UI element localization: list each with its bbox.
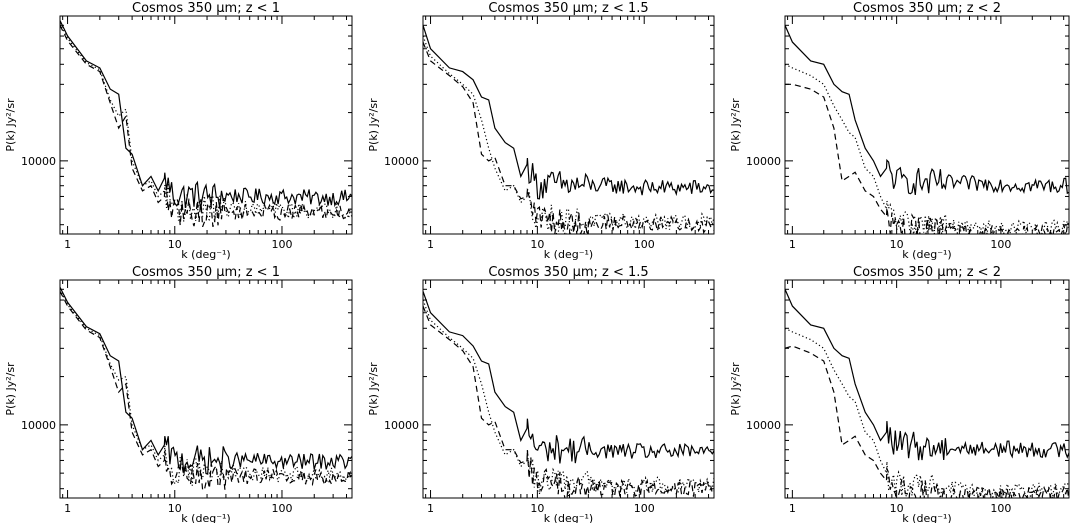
x-tick-label: 1 bbox=[427, 238, 434, 251]
y-tick-label: 10000 bbox=[21, 419, 56, 432]
x-axis-label: k (deg⁻¹) bbox=[544, 248, 593, 261]
chart-title: Cosmos 350 μm; z < 2 bbox=[853, 1, 1001, 16]
y-tick-label: 10000 bbox=[384, 419, 419, 432]
x-tick-label: 100 bbox=[634, 502, 655, 515]
y-tick-label: 10000 bbox=[21, 155, 56, 168]
x-tick-label: 100 bbox=[990, 502, 1011, 515]
series-solid-line bbox=[60, 20, 352, 208]
series-dotted-line bbox=[423, 299, 714, 497]
chart-title: Cosmos 350 μm; z < 2 bbox=[853, 265, 1001, 280]
series-solid-line bbox=[423, 291, 714, 464]
x-axis-label: k (deg⁻¹) bbox=[902, 248, 951, 261]
series-solid-line bbox=[785, 289, 1069, 461]
x-tick-label: 100 bbox=[271, 502, 292, 515]
y-axis-label: P(k) Jy²/sr bbox=[4, 362, 17, 416]
plot-frame bbox=[422, 279, 715, 499]
plot-frame bbox=[784, 279, 1070, 499]
x-tick-label: 1 bbox=[789, 502, 796, 515]
chart-panel-6: 1 10 100 10000 Cosmos 350 μm; z < 2 k (deg⁻¹)… bbox=[729, 265, 1070, 523]
plot-frame bbox=[59, 15, 353, 235]
x-tick-label: 100 bbox=[990, 238, 1011, 251]
chart-title: Cosmos 350 μm; z < 1 bbox=[132, 265, 280, 280]
y-tick-label: 10000 bbox=[384, 155, 419, 168]
series-dashed-line bbox=[785, 83, 1069, 234]
series-solid-line bbox=[423, 25, 714, 200]
x-tick-label: 1 bbox=[64, 238, 71, 251]
series-dashed-line bbox=[785, 345, 1069, 498]
chart-panel-2: 1 10 100 10000 Cosmos 350 μm; z < 1.5 k (deg⁻… bbox=[367, 1, 715, 261]
chart-title: Cosmos 350 μm; z < 1 bbox=[132, 1, 280, 16]
plot-frame bbox=[784, 15, 1070, 235]
chart-title: Cosmos 350 μm; z < 1.5 bbox=[488, 1, 648, 16]
chart-panel-5: 1 10 100 10000 Cosmos 350 μm; z < 1.5 k (deg⁻… bbox=[367, 265, 715, 523]
chart-panel-3: 1 10 100 10000 Cosmos 350 μm; z < 2 k (deg⁻¹)… bbox=[729, 1, 1070, 261]
plot-frame bbox=[422, 15, 715, 235]
y-axis-label: P(k) Jy²/sr bbox=[729, 362, 742, 416]
x-tick-label: 10 bbox=[890, 238, 904, 251]
x-axis-label: k (deg⁻¹) bbox=[902, 512, 951, 523]
series-solid-line bbox=[785, 25, 1069, 195]
x-axis-label: k (deg⁻¹) bbox=[181, 512, 230, 523]
chart-title: Cosmos 350 μm; z < 1.5 bbox=[488, 265, 648, 280]
series-dotted-line bbox=[60, 289, 352, 486]
y-axis-label: P(k) Jy²/sr bbox=[367, 98, 380, 152]
series-dotted-line bbox=[785, 63, 1069, 234]
series-dashed-line bbox=[423, 305, 714, 498]
y-tick-label: 10000 bbox=[746, 155, 781, 168]
chart-panel-4: 1 10 100 10000 Cosmos 350 μm; z < 1 k (deg⁻¹)… bbox=[4, 265, 353, 523]
y-tick-label: 10000 bbox=[746, 419, 781, 432]
x-axis-label: k (deg⁻¹) bbox=[181, 248, 230, 261]
chart-panel-1: 1 10 100 10000 Cosmos 350 μm; z < 1 k (deg⁻¹)… bbox=[4, 1, 353, 261]
y-axis-label: P(k) Jy²/sr bbox=[729, 98, 742, 152]
series-solid-line bbox=[60, 287, 352, 475]
series-dashed-line bbox=[60, 25, 352, 228]
series-dotted-line bbox=[423, 35, 714, 234]
x-tick-label: 10 bbox=[168, 502, 182, 515]
x-tick-label: 10 bbox=[890, 502, 904, 515]
x-tick-label: 100 bbox=[634, 238, 655, 251]
x-tick-label: 1 bbox=[789, 238, 796, 251]
x-tick-label: 1 bbox=[64, 502, 71, 515]
x-tick-label: 10 bbox=[168, 238, 182, 251]
x-axis-label: k (deg⁻¹) bbox=[544, 512, 593, 523]
x-tick-label: 10 bbox=[530, 502, 544, 515]
series-dashed-line bbox=[423, 41, 714, 234]
series-dashed-line bbox=[60, 291, 352, 491]
series-dotted-line bbox=[60, 23, 352, 223]
plot-frame bbox=[59, 279, 353, 499]
x-tick-label: 100 bbox=[271, 238, 292, 251]
y-axis-label: P(k) Jy²/sr bbox=[367, 362, 380, 416]
x-tick-label: 1 bbox=[427, 502, 434, 515]
x-tick-label: 10 bbox=[530, 238, 544, 251]
y-axis-label: P(k) Jy²/sr bbox=[4, 98, 17, 152]
series-dotted-line bbox=[785, 327, 1069, 498]
